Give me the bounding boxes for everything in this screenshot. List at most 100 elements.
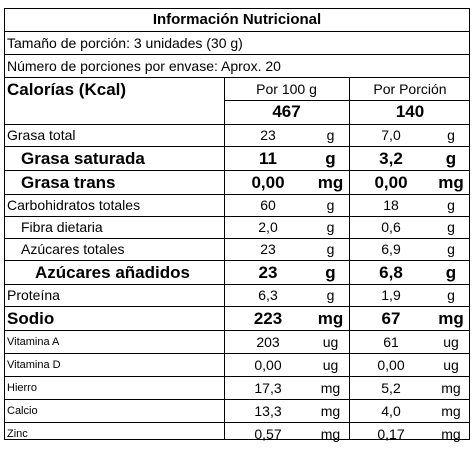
column-divider xyxy=(224,77,225,439)
nutrient-label: Calcio xyxy=(7,405,38,417)
unit-per100: g xyxy=(325,263,336,282)
column-divider xyxy=(349,77,350,439)
value-per100: 0,57 xyxy=(254,426,282,442)
divider xyxy=(5,77,469,78)
nutrient-label: Carbohidratos totales xyxy=(7,197,141,213)
unit-perportion: g xyxy=(445,263,457,282)
row-divider xyxy=(5,124,469,125)
unit-per100: mg xyxy=(317,309,344,328)
nutrient-row: Azúcares totales 23 g 6,9 g xyxy=(5,239,469,260)
nutrient-row: Azúcares añadidos 23 g 6,8 g xyxy=(5,261,469,284)
nutrient-label: Grasa total xyxy=(7,127,76,143)
unit-perportion: mg xyxy=(441,426,461,442)
divider xyxy=(5,54,469,55)
unit-per100: ug xyxy=(322,357,339,373)
row-divider xyxy=(5,146,469,147)
unit-per100: g xyxy=(326,197,335,213)
unit-per100: mg xyxy=(320,380,341,396)
calories-per100: 467 xyxy=(272,102,301,121)
value-per100: 203 xyxy=(256,334,280,350)
nutrient-label: Azúcares añadidos xyxy=(35,263,190,282)
nutrient-label: Sodio xyxy=(7,309,55,328)
nutrient-row: Proteína 6,3 g 1,9 g xyxy=(5,285,469,306)
nutrient-row: Vitamina D 0,00 ug 0,00 ug xyxy=(5,354,469,376)
unit-per100: g xyxy=(326,241,335,257)
value-per100: 23 xyxy=(258,263,278,282)
nutrient-row: Grasa saturada 11 g 3,2 g xyxy=(5,147,469,170)
value-per100: 6,3 xyxy=(258,287,278,303)
row-divider xyxy=(5,238,469,239)
nutrient-row: Vitamina A 203 ug 61 ug xyxy=(5,331,469,353)
nutrient-row: Fibra dietaria 2,0 g 0,6 g xyxy=(5,217,469,238)
unit-perportion: mg xyxy=(441,380,461,396)
value-per100: 223 xyxy=(253,309,283,328)
nutrient-label: Hierro xyxy=(7,382,37,394)
value-per100: 0,00 xyxy=(251,173,285,192)
unit-perportion: g xyxy=(447,127,455,143)
value-perportion: 6,8 xyxy=(379,263,403,282)
value-perportion: 0,17 xyxy=(377,426,405,442)
unit-perportion: g xyxy=(447,219,455,235)
value-perportion: 7,0 xyxy=(381,127,401,143)
value-per100: 11 xyxy=(259,149,277,168)
divider xyxy=(224,100,470,101)
nutrient-row: Hierro 17,3 mg 5,2 mg xyxy=(5,377,469,399)
nutrient-row: Carbohidratos totales 60 g 18 g xyxy=(5,195,469,216)
value-per100: 0,00 xyxy=(254,357,282,373)
unit-perportion: g xyxy=(447,197,455,213)
unit-per100: g xyxy=(326,127,335,143)
unit-per100: g xyxy=(326,287,335,303)
unit-perportion: g xyxy=(445,149,457,168)
unit-perportion: mg xyxy=(438,309,464,328)
calories-label: Calorías (Kcal) xyxy=(7,80,127,99)
unit-per100: mg xyxy=(317,173,344,192)
per100-header: Por 100 g xyxy=(256,81,317,97)
calories-perportion: 140 xyxy=(395,102,425,121)
value-perportion: 0,00 xyxy=(374,173,408,192)
nutrient-label: Vitamina A xyxy=(7,336,60,348)
row-divider xyxy=(5,376,469,377)
row-divider xyxy=(5,284,469,285)
value-per100: 2,0 xyxy=(258,219,278,235)
value-perportion: 6,9 xyxy=(381,241,401,257)
row-divider xyxy=(5,330,469,331)
row-divider xyxy=(5,194,469,195)
value-perportion: 4,0 xyxy=(381,403,401,419)
unit-perportion: ug xyxy=(443,334,459,350)
value-per100: 13,3 xyxy=(254,403,282,419)
nutrient-label: Zinc xyxy=(7,428,28,440)
unit-perportion: g xyxy=(447,287,455,303)
nutrient-label: Proteína xyxy=(7,287,60,303)
nutrient-row: Zinc 0,57 mg 0,17 mg xyxy=(5,423,469,445)
row-divider xyxy=(5,306,469,307)
nutrient-row: Calcio 13,3 mg 4,0 mg xyxy=(5,400,469,422)
nutrient-row: Grasa trans 0,00 mg 0,00 mg xyxy=(5,171,469,194)
row-divider xyxy=(5,422,469,423)
nutrient-row: Sodio 223 mg 67 mg xyxy=(5,307,469,330)
row-divider xyxy=(5,170,469,171)
nutrition-facts-label: Información Nutricional Tamaño de porció… xyxy=(4,8,470,442)
servings-per-container: Número de porciones por envase: Aprox. 2… xyxy=(7,58,281,74)
perportion-header: Por Porción xyxy=(373,81,447,97)
unit-per100: g xyxy=(326,219,335,235)
row-divider xyxy=(5,399,469,400)
value-perportion: 61 xyxy=(383,334,399,350)
value-perportion: 18 xyxy=(383,197,399,213)
unit-perportion: mg xyxy=(438,173,464,192)
label-title: Información Nutricional xyxy=(152,11,322,28)
nutrient-label: Fibra dietaria xyxy=(21,219,103,235)
unit-perportion: ug xyxy=(443,357,459,373)
unit-per100: g xyxy=(325,149,336,168)
value-perportion: 0,6 xyxy=(381,219,401,235)
unit-perportion: g xyxy=(447,241,455,257)
serving-size: Tamaño de porción: 3 unidades (30 g) xyxy=(7,35,243,51)
nutrient-label: Grasa trans xyxy=(21,173,116,192)
value-perportion: 3,2 xyxy=(379,149,403,168)
divider xyxy=(5,31,469,32)
nutrient-label: Grasa saturada xyxy=(21,149,145,168)
nutrient-label: Vitamina D xyxy=(7,359,61,371)
unit-perportion: mg xyxy=(441,403,461,419)
row-divider xyxy=(5,260,469,261)
nutrient-label: Azúcares totales xyxy=(21,241,125,257)
value-perportion: 0,00 xyxy=(377,357,405,373)
